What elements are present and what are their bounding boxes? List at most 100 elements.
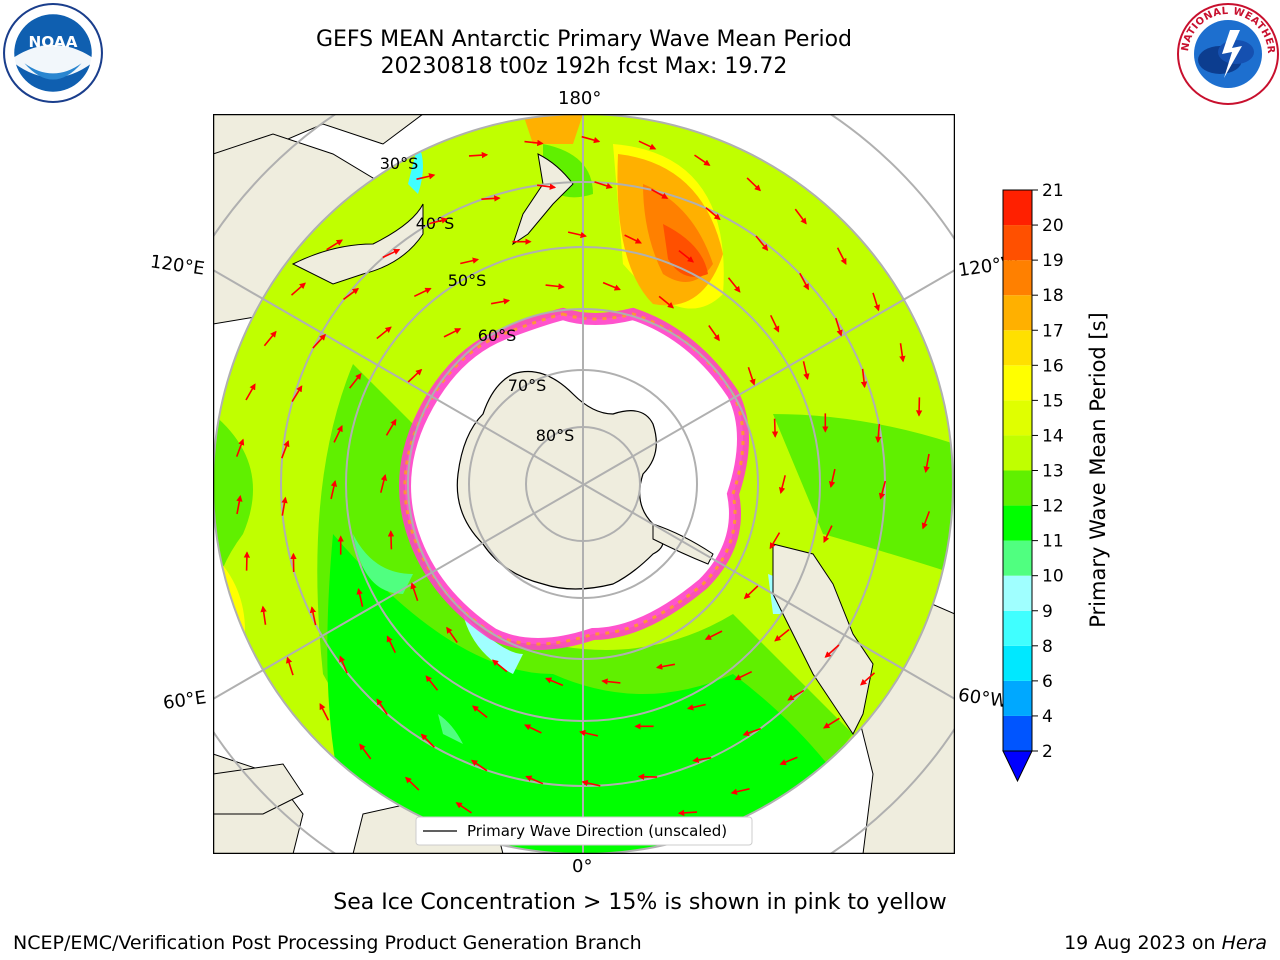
wave-direction-arrow	[802, 361, 810, 381]
wave-direction-arrow	[567, 231, 587, 239]
wave-direction-arrow	[382, 248, 401, 259]
lon-label-60e: 60°E	[161, 687, 208, 714]
wave-direction-arrow	[339, 655, 348, 674]
wave-direction-arrow	[281, 440, 290, 459]
wave-direction-arrow	[878, 480, 887, 500]
colorbar-under-arrow	[1002, 750, 1033, 783]
colorbar-tick-label: 4	[1042, 707, 1053, 727]
wave-direction-arrow	[921, 511, 931, 530]
wave-direction-arrow	[263, 330, 277, 347]
wave-direction-arrow	[524, 139, 544, 147]
wave-direction-arrow	[312, 333, 326, 349]
colorbar-tick-label: 19	[1042, 251, 1064, 271]
wave-direction-arrows	[235, 135, 931, 833]
colorbar: 2 4 6 8 9 10 11 12 13 14 15 16 17 18 19 20 21	[1002, 181, 1064, 783]
colorbar-block	[1003, 365, 1032, 401]
colorbar-block	[1003, 295, 1032, 331]
wave-direction-arrow	[860, 672, 876, 686]
wave-direction-arrow	[581, 779, 601, 787]
sea-ice-note: Sea Ice Concentration > 15% is shown in …	[333, 890, 947, 915]
wave-direction-arrow	[376, 698, 388, 715]
wave-direction-arrow	[291, 385, 303, 403]
wave-direction-arrow	[746, 177, 762, 192]
wave-direction-arrow	[490, 298, 511, 305]
footer-credit: NCEP/EMC/Verification Post Processing Pr…	[13, 932, 642, 954]
lat-label-80s: 80°S	[536, 426, 575, 445]
colorbar-tick-label: 18	[1042, 286, 1064, 306]
colorbar-block	[1003, 645, 1032, 681]
wave-direction-arrow	[376, 326, 392, 340]
footer-host: Hera	[1221, 932, 1267, 954]
wave-direction-arrow	[730, 788, 750, 795]
wave-direction-arrow	[778, 475, 786, 494]
wave-direction-arrow	[734, 670, 753, 681]
wave-direction-arrow	[794, 208, 807, 225]
wave-direction-arrow	[380, 474, 388, 493]
wave-direction-arrow	[860, 368, 868, 389]
wave-direction-arrow	[407, 368, 423, 383]
wave-direction-arrow	[658, 295, 675, 309]
wave-direction-arrow	[743, 585, 759, 600]
wave-direction-arrow	[326, 239, 343, 251]
wave-direction-arrow	[823, 717, 840, 729]
colorbar-tick-label: 14	[1042, 426, 1064, 446]
wave-direction-arrow	[443, 328, 462, 338]
wave-direction-arrow	[545, 677, 564, 687]
colorbar-block	[1003, 190, 1032, 226]
wave-direction-arrow	[875, 423, 882, 444]
wave-direction-arrow	[330, 480, 338, 500]
wave-direction-arrow	[525, 775, 544, 785]
colorbar-tick-label: 13	[1042, 462, 1064, 482]
colorbar-tick-label: 2	[1042, 742, 1053, 762]
wave-direction-arrow	[581, 135, 601, 144]
wave-direction-arrow	[637, 773, 658, 780]
wave-direction-arrow	[686, 703, 706, 711]
chart-title: GEFS MEAN Antarctic Primary Wave Mean Pe…	[315, 27, 853, 52]
wave-direction-arrow	[386, 635, 397, 654]
wave-direction-arrow	[281, 496, 288, 516]
wave-direction-arrow	[774, 628, 790, 642]
lon-label-180: 180°	[558, 88, 602, 109]
chart-subtitle: 20230818 t00z 192h fcst Max: 19.72	[380, 54, 788, 79]
legend-label: Primary Wave Direction (unscaled)	[467, 822, 727, 840]
wave-direction-arrow	[416, 173, 436, 180]
wave-direction-arrow	[468, 151, 489, 159]
wave-direction-arrow	[923, 453, 930, 473]
wave-direction-arrow	[677, 809, 698, 817]
wave-direction-arrow	[705, 207, 721, 221]
wave-direction-arrow	[387, 530, 395, 550]
wave-direction-arrow	[429, 217, 448, 225]
wave-direction-arrow	[872, 292, 880, 312]
wave-direction-arrow	[343, 287, 360, 301]
wave-direction-arrow	[787, 689, 805, 701]
wave-direction-arrow	[755, 235, 769, 251]
noaa-logo: NOAA	[3, 3, 103, 103]
wave-direction-arrow	[413, 287, 432, 298]
lat-label-30s: 30°S	[380, 154, 419, 173]
wave-direction-arrow	[286, 656, 294, 676]
wave-direction-arrow	[823, 525, 833, 543]
land-on-disc	[291, 153, 874, 735]
noaa-logo-text: NOAA	[28, 33, 77, 51]
colorbar-tick-label: 12	[1042, 497, 1064, 517]
wave-direction-arrow	[594, 181, 613, 189]
colorbar-block	[1003, 715, 1032, 751]
colorbar-block	[1003, 680, 1032, 716]
colorbar-tick-label: 10	[1042, 567, 1064, 587]
colorbar-block	[1003, 505, 1032, 541]
lon-label-0: 0°	[572, 856, 593, 877]
wave-direction-arrow	[410, 582, 419, 601]
wave-direction-arrow	[359, 743, 372, 760]
wave-direction-arrow	[319, 703, 330, 721]
wave-direction-arrow	[524, 724, 542, 734]
colorbar-block	[1003, 400, 1032, 436]
wave-direction-arrow	[824, 644, 840, 658]
colorbar-block	[1003, 575, 1032, 611]
wave-direction-arrow	[771, 418, 779, 438]
wave-direction-arrow	[260, 605, 267, 625]
wave-direction-arrow	[638, 140, 657, 150]
wave-direction-arrow	[828, 468, 836, 488]
wave-direction-arrow	[356, 587, 364, 607]
lat-label-70s: 70°S	[508, 376, 547, 395]
wave-direction-arrow	[708, 325, 720, 342]
